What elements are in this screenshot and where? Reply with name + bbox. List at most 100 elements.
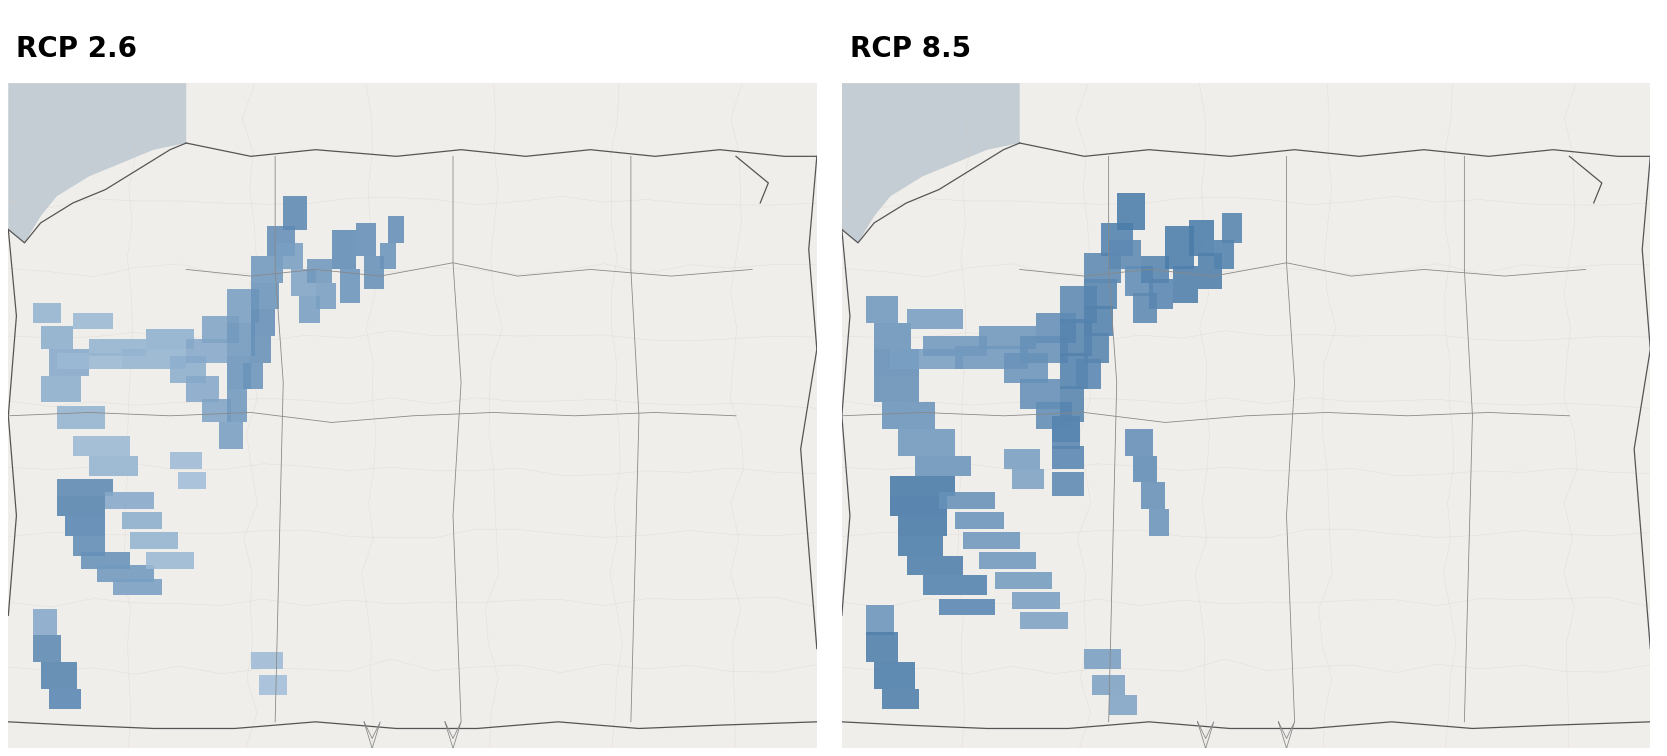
Bar [388, 216, 405, 243]
Bar [227, 389, 247, 423]
Bar [1012, 592, 1060, 609]
Bar [907, 556, 964, 575]
Bar [250, 336, 272, 363]
Bar [890, 496, 947, 516]
Bar [1125, 266, 1154, 296]
Bar [1035, 402, 1072, 429]
Bar [924, 336, 987, 356]
Bar [292, 269, 315, 296]
Bar [267, 226, 295, 256]
Bar [1060, 352, 1089, 389]
Bar [307, 259, 332, 283]
Bar [1149, 280, 1174, 309]
Bar [1149, 509, 1169, 535]
Bar [1020, 612, 1069, 629]
Bar [130, 532, 178, 549]
Bar [1085, 333, 1109, 363]
Bar [924, 575, 987, 596]
Bar [995, 572, 1052, 589]
Bar [1052, 472, 1085, 496]
Bar [874, 376, 919, 402]
Bar [57, 406, 105, 429]
Bar [90, 339, 145, 356]
Bar [113, 579, 162, 596]
Bar [1060, 286, 1097, 323]
Bar [1100, 223, 1134, 256]
Bar [90, 456, 138, 476]
Bar [1004, 352, 1049, 383]
Bar [73, 535, 105, 556]
Bar [1004, 449, 1040, 469]
Bar [40, 326, 73, 349]
Bar [890, 349, 964, 369]
Bar [145, 552, 195, 569]
Bar [33, 302, 62, 323]
Bar [357, 223, 377, 256]
Bar [202, 316, 238, 342]
Bar [57, 479, 113, 496]
Bar [1117, 193, 1145, 230]
Bar [964, 532, 1020, 549]
Bar [250, 652, 283, 668]
Bar [1109, 240, 1140, 269]
Bar [275, 243, 303, 269]
Bar [170, 452, 202, 469]
Bar [105, 492, 153, 509]
Bar [1174, 266, 1197, 302]
Bar [243, 363, 263, 389]
Bar [40, 662, 77, 689]
Bar [1085, 306, 1112, 336]
Bar [122, 513, 162, 529]
Bar [380, 243, 397, 269]
Bar [1077, 359, 1100, 389]
Bar [915, 456, 972, 476]
Bar [1060, 386, 1085, 423]
Bar [1085, 280, 1117, 309]
Bar [874, 662, 915, 689]
Bar [187, 339, 227, 363]
Bar [73, 435, 130, 456]
Bar [202, 399, 230, 423]
Bar [867, 296, 899, 323]
Bar [955, 346, 1029, 369]
Bar [187, 376, 218, 402]
Bar [283, 197, 307, 230]
Bar [40, 376, 82, 402]
Bar [939, 492, 995, 509]
Bar [48, 689, 82, 708]
Bar [882, 689, 919, 708]
Bar [250, 283, 278, 309]
Bar [899, 535, 944, 556]
Bar [1134, 456, 1157, 482]
Bar [907, 309, 964, 330]
Bar [227, 356, 252, 389]
Bar [1052, 446, 1085, 469]
Bar [170, 356, 207, 383]
Bar [227, 290, 258, 323]
Bar [315, 283, 335, 309]
Bar [73, 313, 113, 330]
Bar [1092, 675, 1125, 696]
Bar [899, 516, 947, 535]
Bar [250, 256, 283, 283]
Bar [1020, 380, 1060, 409]
Bar [1165, 226, 1194, 269]
Bar [250, 309, 275, 336]
Bar [899, 429, 955, 456]
Bar [1214, 240, 1234, 269]
Bar [1134, 293, 1157, 323]
Bar [882, 402, 935, 429]
Bar [867, 632, 899, 662]
Text: RCP 2.6: RCP 2.6 [17, 36, 137, 64]
Bar [65, 516, 105, 535]
Bar [979, 326, 1035, 349]
Bar [218, 423, 243, 449]
Text: RCP 8.5: RCP 8.5 [850, 36, 972, 64]
Bar [178, 472, 207, 489]
Bar [1035, 313, 1077, 342]
Bar [363, 256, 385, 290]
Bar [1109, 696, 1137, 715]
Bar [1060, 319, 1092, 356]
Bar [1085, 649, 1120, 668]
Bar [939, 599, 995, 615]
